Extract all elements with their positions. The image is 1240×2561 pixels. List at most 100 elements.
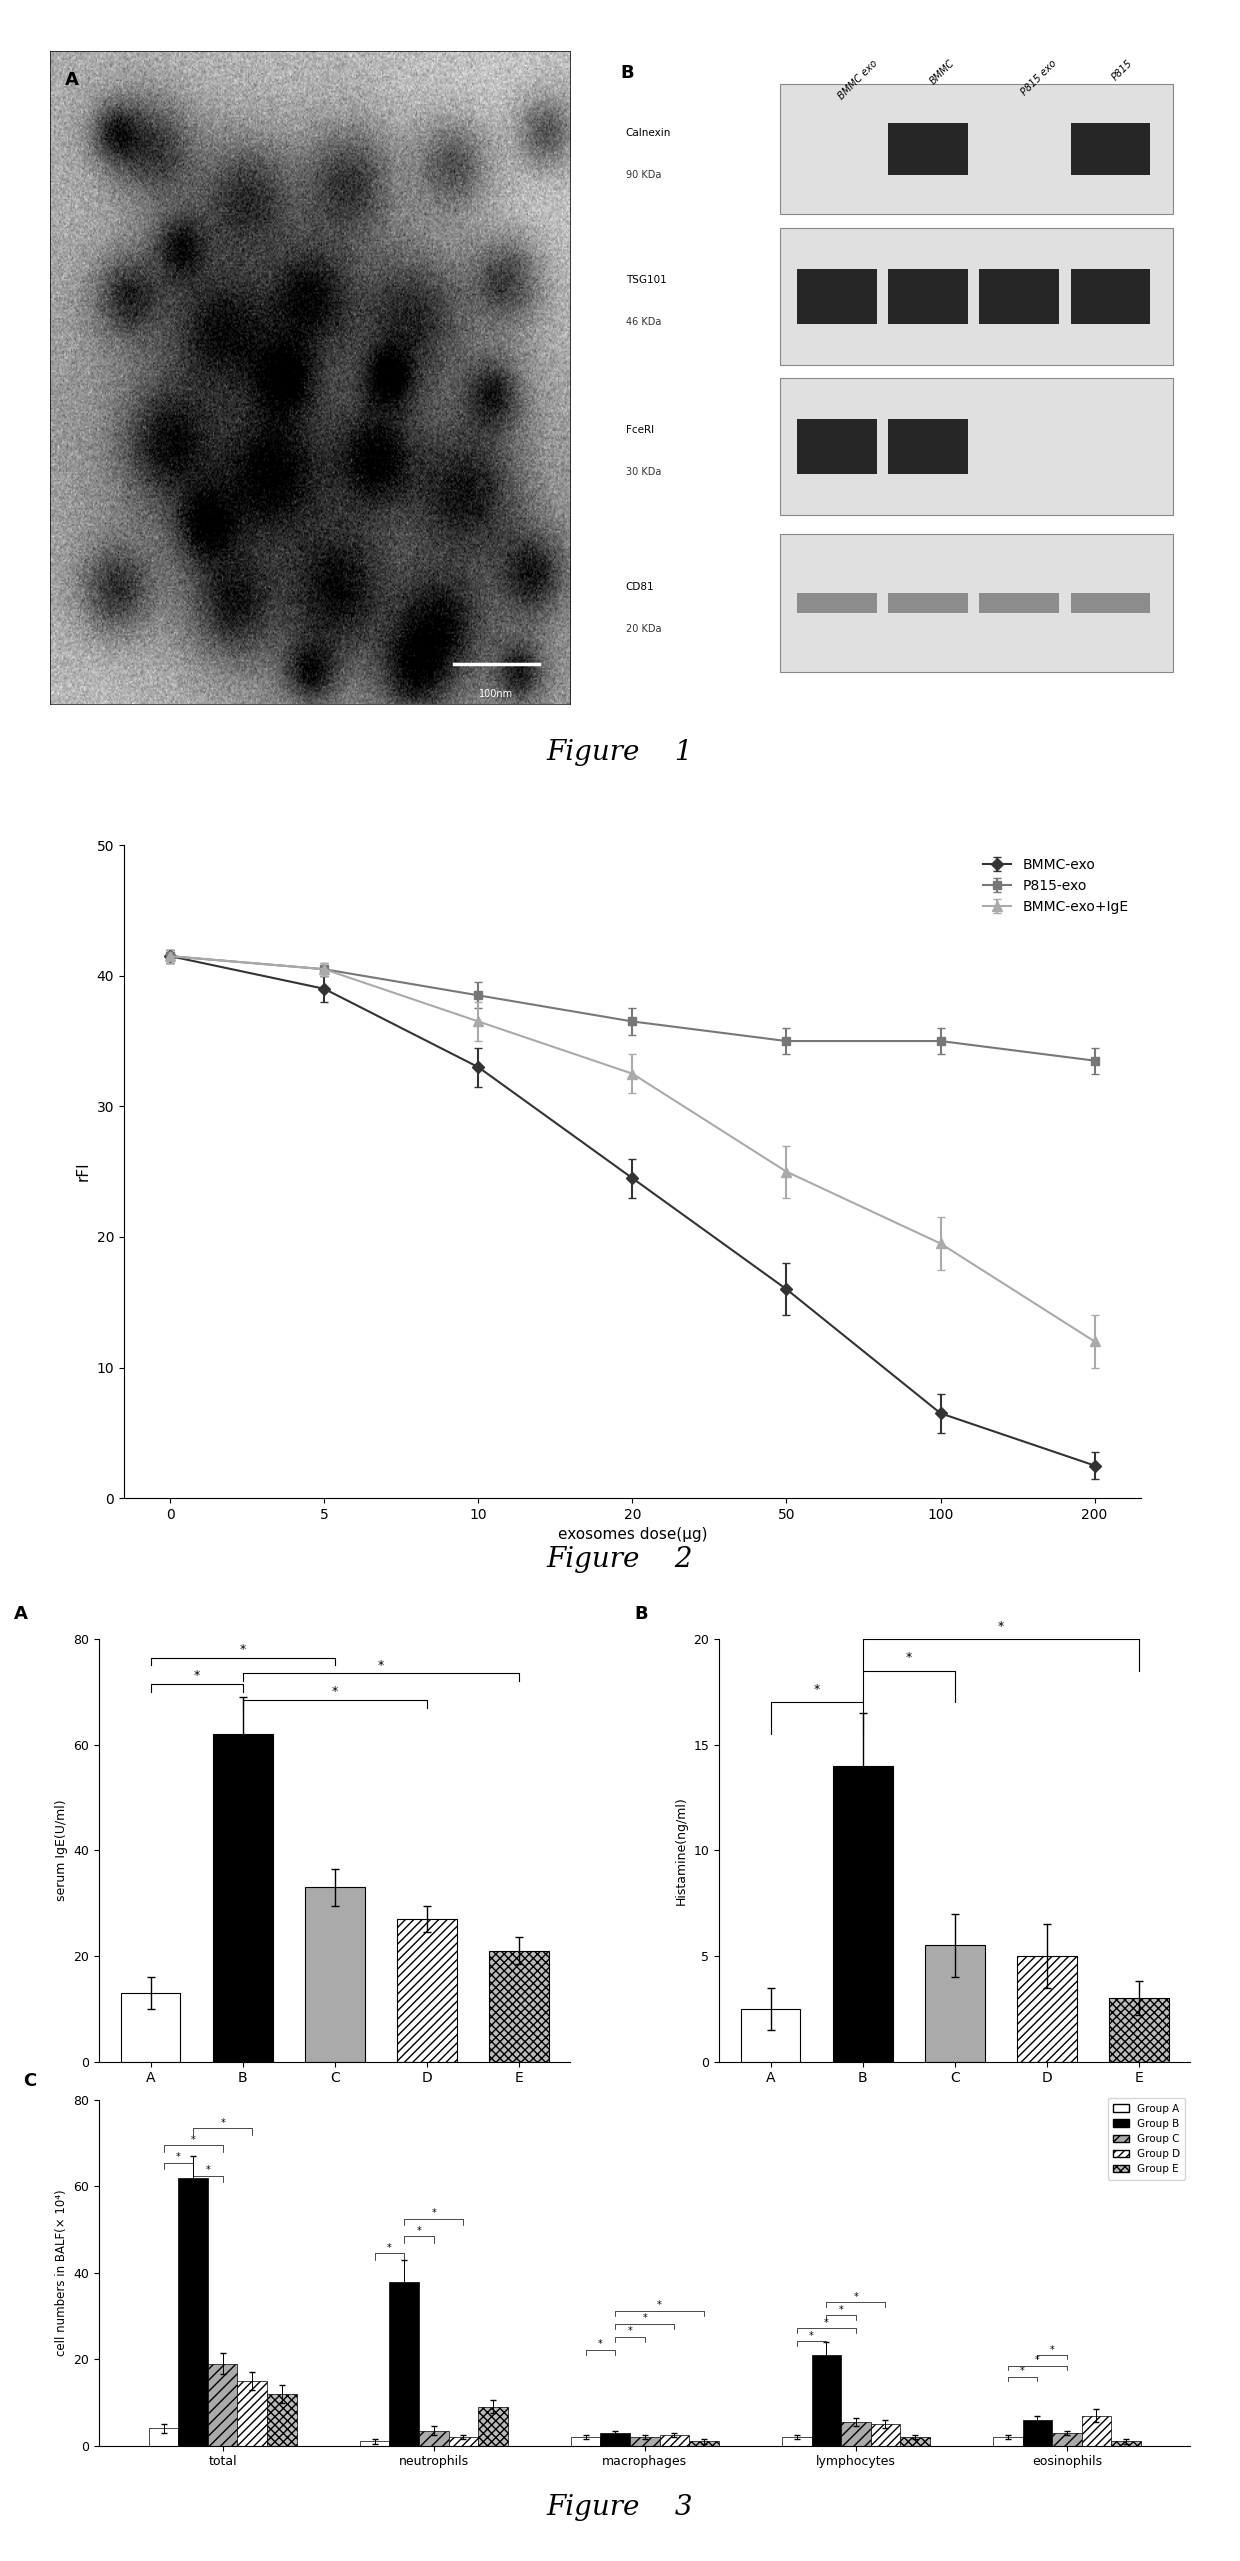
Text: 46 KDa: 46 KDa bbox=[626, 318, 661, 328]
Bar bbox=[305, 1887, 365, 2062]
Bar bbox=[389, 2282, 419, 2446]
Bar bbox=[740, 2008, 801, 2062]
Bar bbox=[1017, 1957, 1076, 2062]
Bar bbox=[797, 269, 877, 323]
Bar bbox=[780, 228, 1173, 364]
Text: Figure    2: Figure 2 bbox=[547, 1547, 693, 1572]
Text: *: * bbox=[432, 2208, 436, 2218]
Text: *: * bbox=[239, 1644, 246, 1657]
Bar bbox=[1070, 592, 1151, 612]
Bar bbox=[900, 2438, 930, 2446]
Bar bbox=[980, 269, 1059, 323]
Bar bbox=[780, 379, 1173, 515]
Bar bbox=[888, 269, 968, 323]
Text: B: B bbox=[635, 1606, 649, 1624]
Legend: BMMC-exo, P815-exo, BMMC-exo+IgE: BMMC-exo, P815-exo, BMMC-exo+IgE bbox=[977, 853, 1133, 919]
Bar bbox=[479, 2407, 507, 2446]
Bar bbox=[1081, 2415, 1111, 2446]
Text: *: * bbox=[193, 1670, 200, 1683]
Bar bbox=[449, 2438, 479, 2446]
Bar bbox=[925, 1946, 985, 2062]
Bar bbox=[833, 1767, 893, 2062]
Bar bbox=[888, 123, 968, 174]
Bar bbox=[660, 2436, 689, 2446]
Bar bbox=[870, 2425, 900, 2446]
Text: 90 KDa: 90 KDa bbox=[626, 169, 661, 179]
Text: *: * bbox=[387, 2243, 392, 2254]
Text: *: * bbox=[331, 1685, 339, 1698]
Text: *: * bbox=[206, 2164, 211, 2174]
Text: *: * bbox=[191, 2136, 196, 2146]
Bar bbox=[797, 420, 877, 474]
Text: *: * bbox=[1021, 2366, 1025, 2377]
Text: *: * bbox=[810, 2331, 813, 2341]
Bar bbox=[780, 85, 1173, 215]
Text: FceRI: FceRI bbox=[626, 425, 653, 435]
Text: CD81: CD81 bbox=[626, 581, 655, 592]
Y-axis label: cell numbers in BALF(× 10⁴): cell numbers in BALF(× 10⁴) bbox=[55, 2190, 68, 2356]
Text: *: * bbox=[417, 2226, 422, 2236]
Bar bbox=[841, 2423, 870, 2446]
Text: *: * bbox=[1035, 2356, 1040, 2366]
Bar bbox=[1023, 2420, 1053, 2446]
Bar bbox=[1070, 269, 1151, 323]
Bar bbox=[179, 2177, 208, 2446]
Bar bbox=[267, 2395, 296, 2446]
Text: *: * bbox=[905, 1652, 911, 1665]
Bar bbox=[993, 2438, 1023, 2446]
Bar bbox=[630, 2438, 660, 2446]
Bar bbox=[888, 592, 968, 612]
Text: 20 KDa: 20 KDa bbox=[626, 625, 661, 635]
Text: *: * bbox=[823, 2318, 828, 2328]
Bar bbox=[570, 2438, 600, 2446]
Bar bbox=[419, 2430, 449, 2446]
Bar bbox=[1070, 123, 1151, 174]
Text: Figure    3: Figure 3 bbox=[547, 2494, 693, 2520]
Text: *: * bbox=[813, 1683, 820, 1695]
Text: *: * bbox=[998, 1619, 1004, 1634]
Bar bbox=[780, 535, 1173, 671]
Bar bbox=[208, 2364, 237, 2446]
Text: *: * bbox=[378, 1660, 384, 1672]
Bar bbox=[980, 592, 1059, 612]
Bar bbox=[213, 1734, 273, 2062]
Y-axis label: rFI: rFI bbox=[76, 1163, 91, 1181]
Text: *: * bbox=[221, 2118, 224, 2128]
Bar bbox=[1111, 2441, 1141, 2446]
Bar bbox=[237, 2382, 267, 2446]
Text: *: * bbox=[627, 2325, 632, 2336]
Legend: Group A, Group B, Group C, Group D, Group E: Group A, Group B, Group C, Group D, Grou… bbox=[1107, 2097, 1185, 2179]
Text: *: * bbox=[853, 2292, 858, 2302]
Bar bbox=[397, 1918, 456, 2062]
Text: A: A bbox=[66, 72, 79, 90]
Bar bbox=[600, 2433, 630, 2446]
Text: TSG101: TSG101 bbox=[626, 274, 666, 284]
Bar bbox=[1109, 1998, 1169, 2062]
Text: C: C bbox=[22, 2072, 36, 2090]
Text: BMMC exo: BMMC exo bbox=[837, 59, 880, 100]
Text: *: * bbox=[838, 2305, 843, 2315]
Y-axis label: Histamine(ng/ml): Histamine(ng/ml) bbox=[675, 1795, 688, 1905]
Text: *: * bbox=[657, 2300, 662, 2310]
Text: *: * bbox=[642, 2313, 647, 2323]
Y-axis label: serum IgE(U/ml): serum IgE(U/ml) bbox=[55, 1800, 68, 1900]
Bar bbox=[1053, 2433, 1081, 2446]
Text: Figure    1: Figure 1 bbox=[547, 740, 693, 766]
Bar bbox=[811, 2356, 841, 2446]
Text: P815: P815 bbox=[1111, 59, 1135, 82]
Bar bbox=[689, 2441, 719, 2446]
Bar bbox=[782, 2438, 811, 2446]
Text: P815 exo: P815 exo bbox=[1019, 59, 1059, 97]
Text: BMMC: BMMC bbox=[928, 59, 956, 87]
Text: 100nm: 100nm bbox=[479, 689, 512, 699]
Text: *: * bbox=[1050, 2343, 1054, 2354]
Text: Calnexin: Calnexin bbox=[626, 128, 671, 138]
X-axis label: exosomes dose(μg): exosomes dose(μg) bbox=[558, 1526, 707, 1542]
Bar bbox=[797, 592, 877, 612]
Text: 30 KDa: 30 KDa bbox=[626, 469, 661, 476]
Text: A: A bbox=[15, 1606, 29, 1624]
Text: *: * bbox=[176, 2151, 181, 2161]
Bar bbox=[120, 1992, 181, 2062]
Bar bbox=[149, 2428, 179, 2446]
Text: *: * bbox=[598, 2338, 603, 2348]
